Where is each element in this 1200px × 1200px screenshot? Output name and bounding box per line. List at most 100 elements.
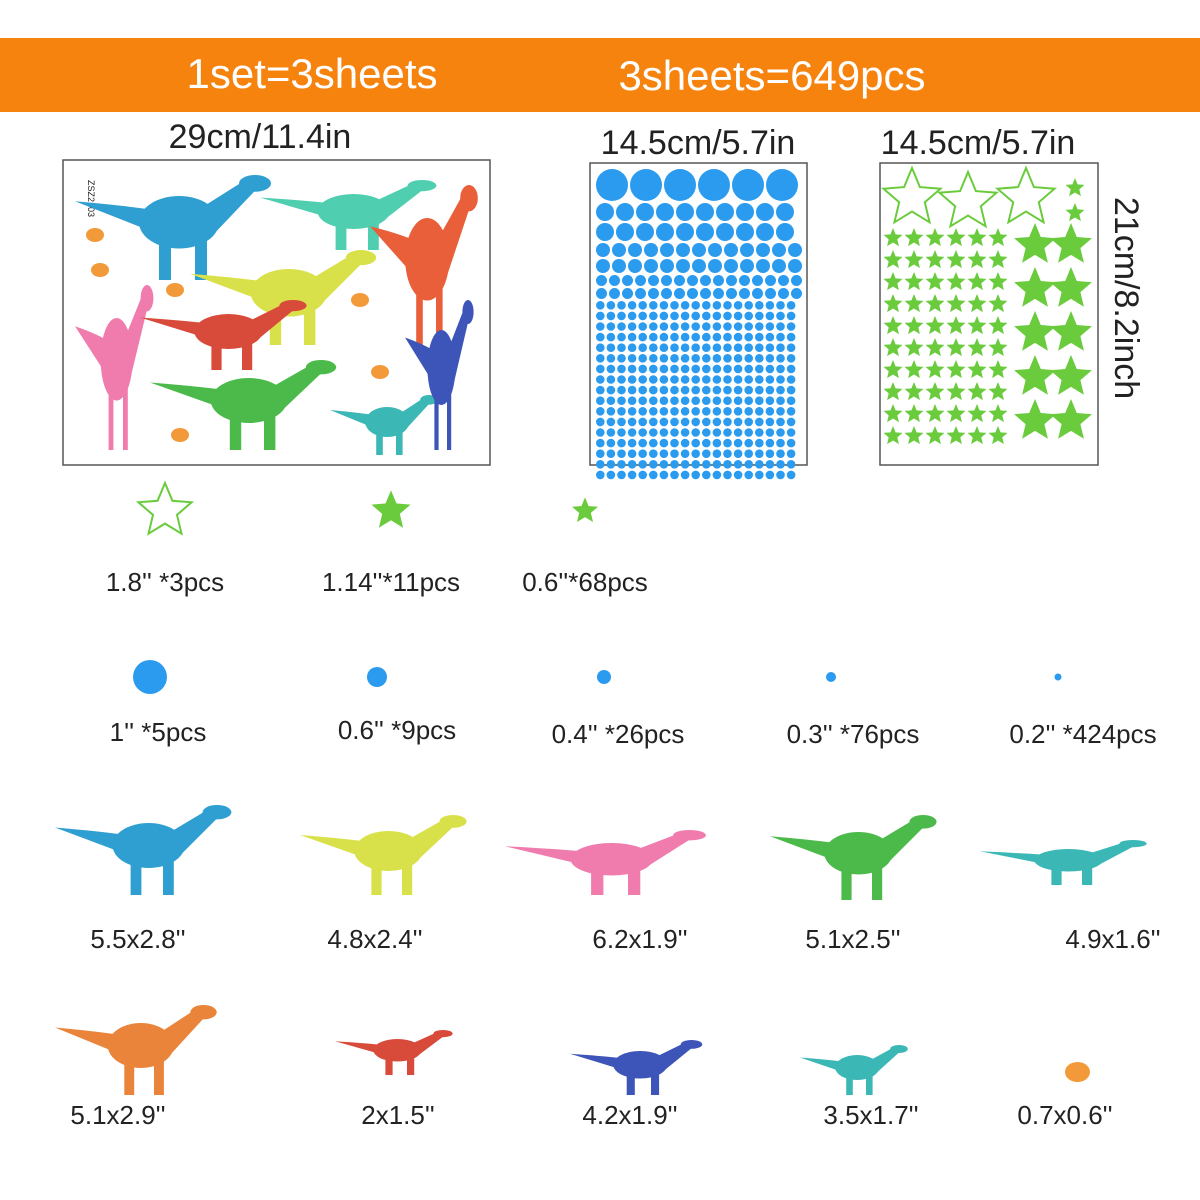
footprint bbox=[91, 263, 109, 277]
sheet-dot bbox=[776, 311, 785, 321]
sheet-dot bbox=[755, 438, 764, 448]
sheet-dot bbox=[712, 449, 722, 459]
header-right: 3sheets=649pcs bbox=[618, 52, 925, 99]
sheet-dot bbox=[765, 311, 775, 321]
sheet-dot bbox=[596, 311, 605, 321]
sheet-dot bbox=[712, 385, 722, 395]
dinosaur-label: 5.1x2.9'' bbox=[70, 1100, 165, 1130]
footprint bbox=[166, 283, 184, 297]
sheet-dot bbox=[776, 364, 785, 374]
footprint bbox=[171, 428, 189, 442]
sheet-star bbox=[904, 338, 924, 357]
sheet-dot bbox=[712, 311, 722, 321]
sheet-dot bbox=[670, 322, 679, 331]
sheet-dot bbox=[702, 438, 711, 448]
sheet-dot bbox=[670, 396, 679, 406]
sheet-dot bbox=[776, 343, 785, 353]
sheet-dot bbox=[744, 364, 753, 374]
dinosaur bbox=[150, 360, 337, 450]
leg bbox=[591, 865, 604, 895]
dinosaur bbox=[405, 300, 474, 450]
sheet-dot bbox=[776, 428, 785, 437]
sheet-dot bbox=[702, 428, 711, 437]
sheet-star bbox=[1050, 355, 1092, 395]
sheet-dot bbox=[702, 385, 711, 395]
sheet-star bbox=[1050, 223, 1092, 263]
dinosaur bbox=[190, 250, 377, 345]
sheet-dot bbox=[723, 449, 732, 459]
neck bbox=[304, 254, 361, 303]
dot-label: 0.6'' *9pcs bbox=[338, 715, 456, 745]
sheet-dot bbox=[670, 311, 679, 321]
sheet-dot bbox=[617, 332, 626, 342]
sheet-star bbox=[1065, 203, 1085, 222]
sheet-dot bbox=[733, 354, 743, 363]
sheet-dot bbox=[776, 407, 785, 416]
sheet-dot bbox=[659, 354, 669, 363]
dot-sample bbox=[826, 672, 836, 682]
sheet-dot bbox=[616, 223, 634, 241]
sheet-dot bbox=[786, 385, 796, 395]
sheet-dot bbox=[606, 332, 616, 342]
sheet-star bbox=[937, 169, 999, 229]
sheet-star bbox=[988, 272, 1008, 291]
sheet-star bbox=[1014, 355, 1056, 395]
dinosaur-sample bbox=[300, 815, 467, 895]
sheet-dot bbox=[596, 223, 614, 241]
sheet-dot bbox=[691, 354, 700, 363]
sheet-dot bbox=[692, 259, 706, 273]
sheet-dot bbox=[638, 354, 647, 363]
sheet-dot bbox=[638, 343, 647, 353]
sheet-dot bbox=[765, 364, 775, 374]
sheet-star bbox=[925, 294, 945, 313]
sheet-dot bbox=[691, 322, 700, 331]
sheet-dot bbox=[788, 243, 802, 257]
sheet-dot bbox=[638, 385, 647, 395]
sheet-dot bbox=[659, 470, 669, 480]
sheet-dot bbox=[776, 438, 785, 448]
sheet-dot bbox=[723, 322, 732, 331]
sheet-star bbox=[883, 294, 903, 313]
sheet-dot bbox=[648, 288, 659, 299]
sheet-dot bbox=[702, 332, 711, 342]
sheet-star bbox=[967, 426, 987, 445]
leg bbox=[436, 275, 443, 350]
sheet-dot bbox=[596, 470, 605, 480]
sheet-dot bbox=[627, 364, 637, 374]
neck bbox=[264, 364, 321, 410]
sheet-dot bbox=[692, 243, 706, 257]
head bbox=[433, 1030, 453, 1038]
sheet-dot bbox=[755, 470, 764, 480]
sheet-dot bbox=[617, 364, 626, 374]
sheet-dot bbox=[786, 438, 796, 448]
neck bbox=[866, 1047, 899, 1073]
dinosaur-label: 3.5x1.7'' bbox=[823, 1100, 918, 1130]
sheet-dot bbox=[670, 301, 679, 310]
sheet-star bbox=[925, 338, 945, 357]
sheet-star bbox=[1014, 267, 1056, 307]
sheet-dot bbox=[723, 354, 732, 363]
sheet-dot bbox=[638, 417, 647, 427]
sheet-dot bbox=[733, 449, 743, 459]
sheet-dot bbox=[659, 364, 669, 374]
dinosaur-sample bbox=[55, 1005, 217, 1095]
dinosaur bbox=[140, 300, 307, 370]
sheet-dot bbox=[680, 301, 690, 310]
sheet-dot bbox=[680, 396, 690, 406]
sheet-star bbox=[883, 426, 903, 445]
sheet-dot bbox=[596, 385, 605, 395]
footprint-sample bbox=[1065, 1062, 1090, 1082]
sheet-dot bbox=[649, 354, 658, 363]
sheet-dot bbox=[713, 275, 724, 286]
sheet-dot bbox=[664, 169, 696, 201]
sheet-dot bbox=[786, 311, 796, 321]
sheet-dot bbox=[638, 311, 647, 321]
sheet-dot bbox=[649, 375, 658, 384]
sheet-dot bbox=[702, 354, 711, 363]
sheet-dot bbox=[596, 438, 605, 448]
sheet-star bbox=[988, 316, 1008, 335]
sheet-dot bbox=[596, 449, 605, 459]
sheet-dot bbox=[628, 243, 642, 257]
sheet-dot bbox=[776, 354, 785, 363]
sheet-dot bbox=[627, 449, 637, 459]
